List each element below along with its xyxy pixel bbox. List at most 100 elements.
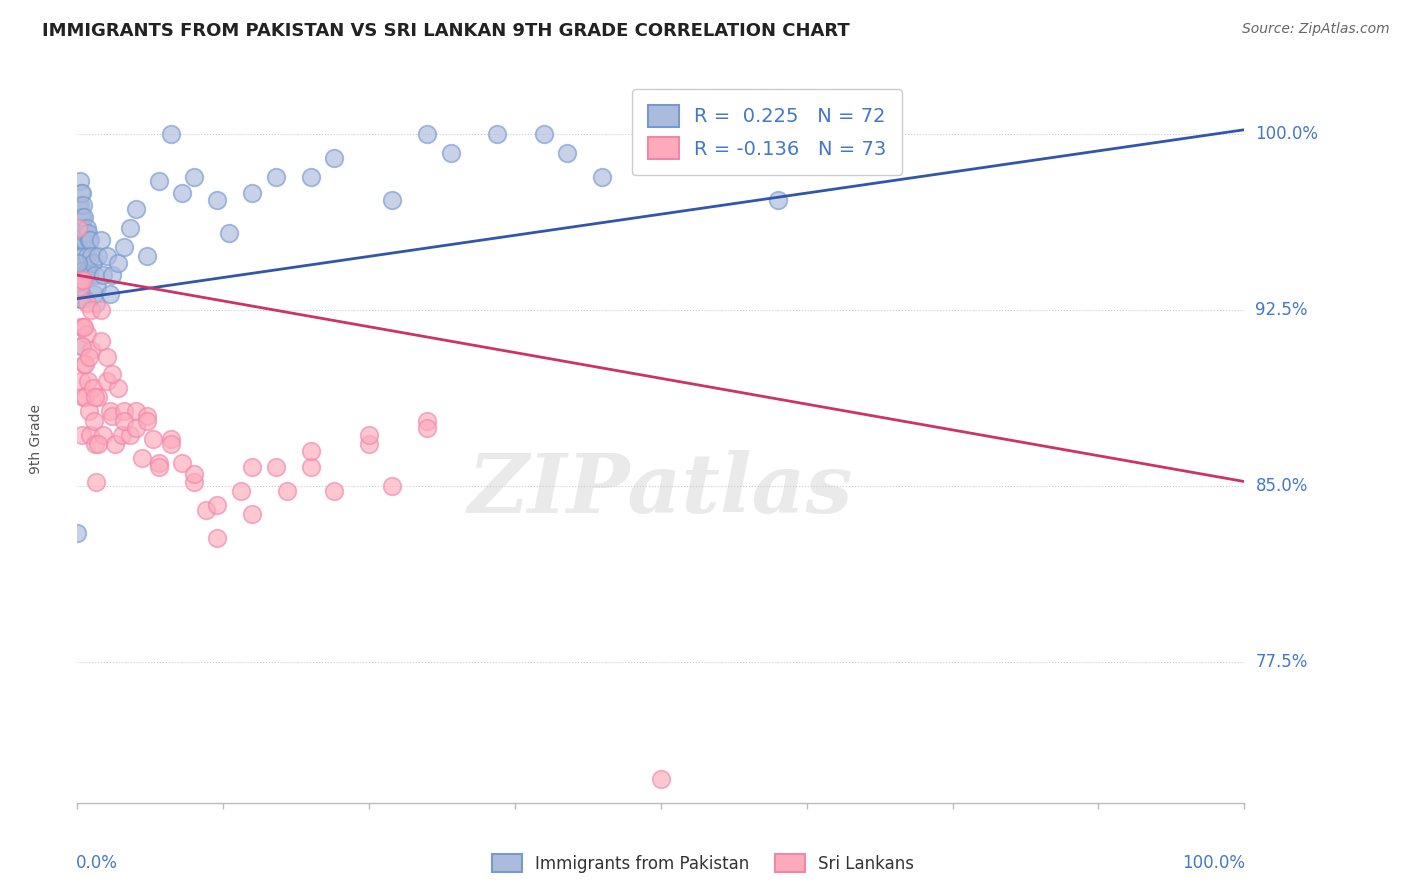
- Point: [70, 233, 93, 247]
- Point: [72, 249, 94, 263]
- Point: [70, 338, 93, 352]
- Point: [90, 233, 112, 247]
- Point: [229, 483, 252, 498]
- Point: [72, 319, 94, 334]
- Point: [77, 233, 100, 247]
- Legend: R =  0.225   N = 72, R = -0.136   N = 73: R = 0.225 N = 72, R = -0.136 N = 73: [631, 89, 903, 175]
- Point: [159, 437, 181, 451]
- Point: [77, 268, 100, 282]
- Point: [148, 460, 170, 475]
- Point: [83, 390, 105, 404]
- Point: [75, 226, 97, 240]
- Point: [440, 146, 463, 161]
- Point: [76, 326, 98, 341]
- Point: [183, 169, 205, 184]
- Text: ZIPatlas: ZIPatlas: [468, 450, 853, 530]
- Point: [381, 193, 404, 207]
- Point: [69, 256, 91, 270]
- Point: [416, 420, 439, 434]
- Point: [69, 198, 91, 212]
- Point: [79, 427, 101, 442]
- Point: [101, 268, 124, 282]
- Point: [218, 226, 240, 240]
- Point: [72, 198, 94, 212]
- Point: [69, 233, 91, 247]
- Point: [72, 221, 94, 235]
- Point: [104, 437, 127, 451]
- Point: [80, 343, 103, 358]
- Legend: Immigrants from Pakistan, Sri Lankans: Immigrants from Pakistan, Sri Lankans: [485, 847, 921, 880]
- Point: [172, 456, 194, 470]
- Point: [183, 475, 205, 489]
- Point: [69, 319, 91, 334]
- Point: [70, 186, 93, 200]
- Point: [80, 303, 103, 318]
- Point: [107, 256, 129, 270]
- Point: [67, 268, 90, 282]
- Text: 0.0%: 0.0%: [76, 854, 118, 871]
- Point: [124, 202, 148, 217]
- Point: [87, 390, 110, 404]
- Point: [136, 413, 159, 427]
- Point: [91, 268, 114, 282]
- Point: [159, 432, 181, 446]
- Point: [131, 451, 153, 466]
- Point: [73, 233, 96, 247]
- Point: [69, 244, 91, 259]
- Point: [73, 263, 96, 277]
- Point: [70, 210, 93, 224]
- Point: [83, 268, 105, 282]
- Point: [299, 460, 322, 475]
- Point: [486, 128, 509, 142]
- Point: [416, 413, 439, 427]
- Point: [91, 427, 114, 442]
- Point: [124, 404, 148, 418]
- Point: [242, 186, 264, 200]
- Point: [66, 526, 89, 541]
- Point: [650, 146, 672, 161]
- Point: [69, 292, 91, 306]
- Point: [242, 460, 264, 475]
- Point: [76, 374, 98, 388]
- Point: [67, 221, 90, 235]
- Point: [299, 444, 322, 458]
- Point: [84, 475, 107, 489]
- Point: [96, 249, 118, 263]
- Point: [136, 249, 159, 263]
- Point: [299, 169, 322, 184]
- Point: [172, 186, 194, 200]
- Text: 9th Grade: 9th Grade: [30, 404, 44, 475]
- Point: [80, 249, 103, 263]
- Point: [159, 128, 181, 142]
- Point: [118, 221, 141, 235]
- Point: [75, 268, 97, 282]
- Point: [82, 381, 104, 395]
- Point: [264, 169, 287, 184]
- Point: [69, 280, 91, 294]
- Point: [69, 374, 91, 388]
- Point: [75, 357, 97, 371]
- Point: [67, 256, 90, 270]
- Point: [650, 772, 672, 787]
- Point: [84, 296, 107, 310]
- Point: [264, 460, 287, 475]
- Point: [67, 233, 90, 247]
- Point: [73, 210, 96, 224]
- Point: [592, 169, 614, 184]
- Point: [73, 357, 96, 371]
- Point: [323, 483, 346, 498]
- Point: [416, 128, 439, 142]
- Point: [83, 286, 105, 301]
- Point: [72, 273, 94, 287]
- Point: [124, 420, 148, 434]
- Point: [83, 437, 105, 451]
- Point: [70, 427, 93, 442]
- Point: [107, 381, 129, 395]
- Point: [70, 292, 93, 306]
- Point: [357, 427, 380, 442]
- Point: [357, 437, 380, 451]
- Text: 92.5%: 92.5%: [1256, 301, 1308, 319]
- Point: [207, 531, 229, 545]
- Point: [194, 502, 217, 516]
- Point: [207, 193, 229, 207]
